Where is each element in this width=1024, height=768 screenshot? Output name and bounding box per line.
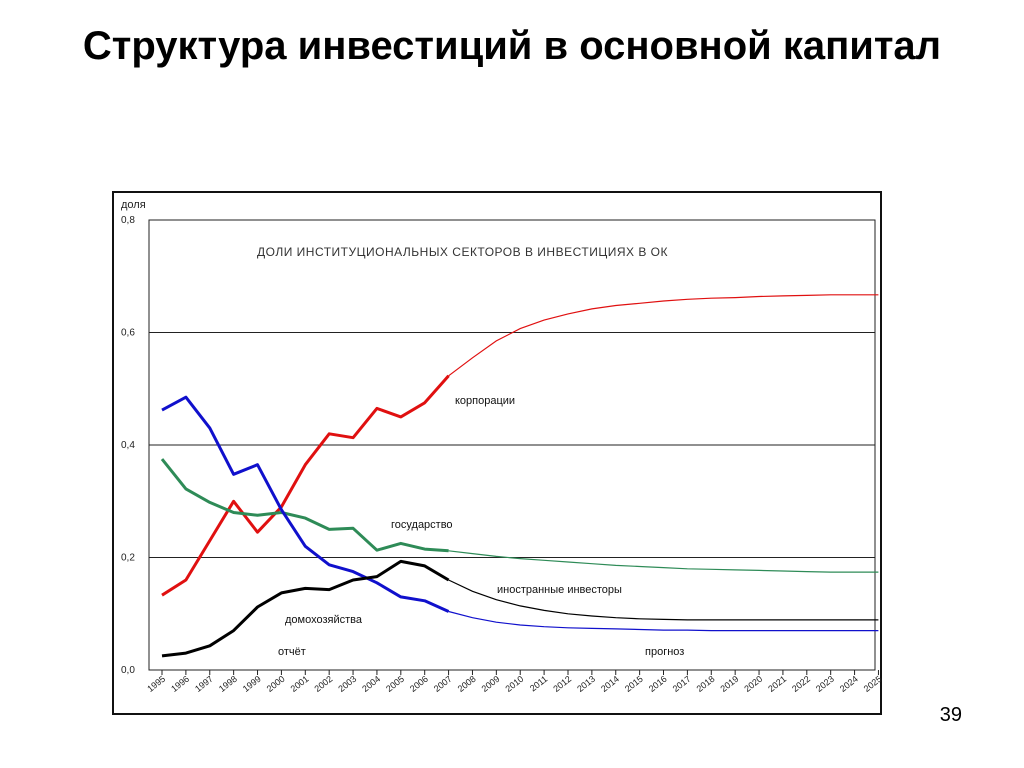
x-tick-label: 1995 [145, 674, 167, 694]
page-number: 39 [939, 704, 962, 726]
series-forecast-line [448, 294, 879, 377]
x-tick-label: 2022 [790, 674, 812, 694]
x-tick-label: 2020 [742, 674, 764, 694]
series-forecast-line [448, 579, 879, 621]
y-tick-label: 0,4 [121, 440, 135, 451]
x-tick-label: 2012 [551, 674, 573, 694]
x-tick-label: 2021 [766, 674, 788, 694]
grid-layer [149, 219, 875, 558]
series-label: домохозяйства [285, 614, 363, 626]
x-tick-label: 2003 [336, 674, 358, 694]
plot-area [148, 219, 876, 671]
y-tick-label: 0,6 [121, 328, 135, 339]
x-tick-label: 2014 [599, 674, 621, 694]
x-tick-label: 2025 [862, 674, 882, 694]
x-tick-label: 2006 [408, 674, 430, 694]
x-tick-label: 2024 [838, 674, 860, 694]
forecast-label: прогноз [645, 646, 684, 658]
x-tick-label: 2008 [456, 674, 478, 694]
x-tick-label: 2007 [432, 674, 454, 694]
chart-title: ДОЛИ ИНСТИТУЦИОНАЛЬНЫХ СЕКТОРОВ В ИНВЕСТ… [257, 245, 668, 259]
x-tick-label: 2019 [718, 674, 740, 694]
x-tick-label: 2000 [265, 674, 287, 694]
x-tick-label: 2015 [623, 674, 645, 694]
series-label: иностранные инвесторы [497, 584, 622, 596]
x-tick-label: 2002 [312, 674, 334, 694]
x-tick-label: 2013 [575, 674, 597, 694]
series-actual-line [161, 374, 450, 597]
x-tick-label: 2001 [289, 674, 311, 694]
x-tick-label: 1996 [169, 674, 191, 694]
x-tick-label: 2018 [695, 674, 717, 694]
x-tick-label: 1997 [193, 674, 215, 694]
series-actual-line [160, 458, 449, 553]
x-tick-label: 2011 [528, 674, 549, 694]
y-axis-label: доля [121, 199, 146, 211]
x-tick-label: 1998 [217, 674, 239, 694]
x-tick-label: 2005 [384, 674, 406, 694]
x-tick-label: 2010 [504, 674, 526, 694]
series-label: корпорации [455, 395, 515, 407]
series-layer [160, 294, 879, 658]
x-tick-label: 2023 [814, 674, 836, 694]
x-tick-label: 2017 [671, 674, 693, 694]
y-tick-label: 0,2 [121, 553, 135, 564]
slide-title: Структура инвестиций в основной капитал [82, 24, 942, 68]
x-tick-label: 2004 [360, 674, 382, 694]
y-tick-label: 0,8 [121, 215, 135, 226]
series-actual-line [161, 395, 450, 613]
x-tick-label: 2016 [647, 674, 669, 694]
series-actual-line [161, 559, 450, 658]
y-tick-label: 0,0 [121, 665, 135, 676]
series-label: государство [391, 519, 453, 531]
chart-frame [112, 191, 882, 715]
series-forecast-line [448, 610, 879, 632]
label-layer: ДОЛИ ИНСТИТУЦИОНАЛЬНЫХ СЕКТОРОВ В ИНВЕСТ… [257, 245, 684, 658]
series-forecast-line [448, 550, 879, 573]
x-tick-label: 2009 [480, 674, 502, 694]
report-label: отчёт [278, 646, 306, 658]
x-tick-label: 1999 [241, 674, 263, 694]
